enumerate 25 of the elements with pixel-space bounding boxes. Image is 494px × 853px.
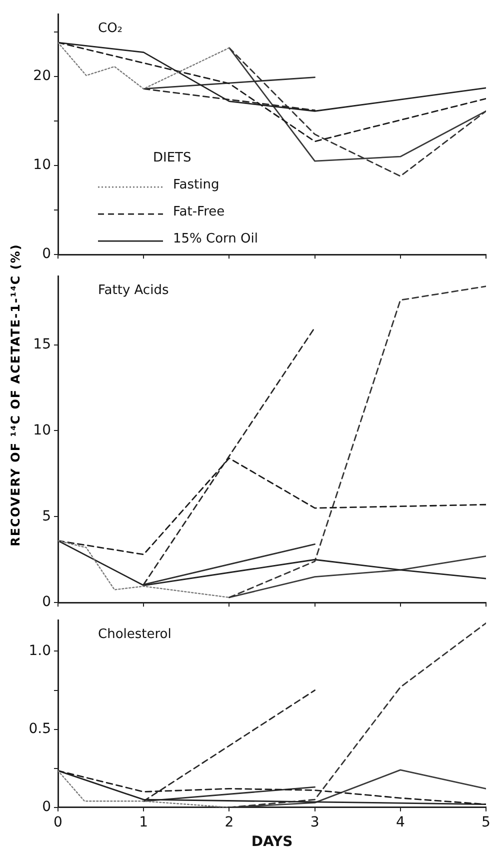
legend-label: Fasting: [173, 177, 220, 192]
legend-title: DIETS: [153, 150, 192, 166]
y-tick-label: 10: [33, 422, 51, 438]
x-tick-label: 1: [139, 814, 148, 830]
legend-label: Fat-Free: [173, 204, 225, 220]
x-axis-title: DAYS: [251, 834, 293, 850]
x-tick-label: 5: [482, 814, 490, 830]
text: CO₂: [98, 20, 123, 36]
y-tick-label: 0.5: [28, 720, 51, 737]
text: Cholesterol: [98, 626, 172, 642]
y-tick-label: 0: [42, 246, 51, 262]
y-tick-label: 5: [42, 508, 51, 524]
y-tick-label: 10: [33, 157, 51, 174]
y-tick-label: 0: [42, 799, 51, 816]
y-tick-label: 15: [33, 336, 51, 352]
x-tick-label: 2: [224, 814, 234, 830]
y-tick-label: 20: [33, 68, 51, 84]
text: Fatty Acids: [98, 282, 169, 298]
legend-label: 15% Corn Oil: [173, 231, 258, 246]
y-tick-label: 1.0: [28, 642, 51, 659]
x-tick-label: 3: [310, 814, 320, 830]
x-tick-label: 4: [396, 814, 405, 830]
y-tick-label: 0: [42, 594, 51, 610]
x-tick-label: 0: [54, 814, 62, 830]
y-axis-title: RECOVERY OF ¹⁴C OF ACETATE-1-¹⁴C (%): [8, 244, 22, 546]
